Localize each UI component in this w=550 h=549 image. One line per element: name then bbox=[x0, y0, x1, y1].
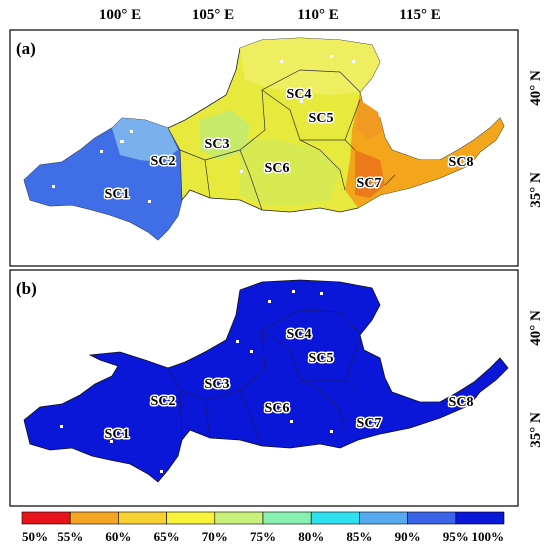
zone-sc3-cyan bbox=[200, 110, 250, 160]
region-label-sc1-b: SC1 bbox=[105, 427, 130, 442]
colorbar-swatch bbox=[262, 511, 312, 525]
lat-tick-40-a: 40° N bbox=[528, 70, 544, 106]
zone-north-yellow bbox=[240, 38, 380, 95]
zone-sc2-light bbox=[112, 118, 178, 162]
subbasin-boundaries-b bbox=[167, 309, 361, 447]
colorbar-label: 80% bbox=[298, 529, 324, 544]
data-gaps-a bbox=[52, 55, 355, 203]
region-label-sc3-b: SC3 bbox=[205, 377, 230, 392]
panel-a-label: (a) bbox=[16, 39, 36, 58]
lat-tick-35-a: 35° N bbox=[528, 172, 544, 208]
colorbar-swatch bbox=[359, 511, 408, 525]
region-label-sc4-a: SC4 bbox=[287, 87, 312, 102]
region-label-sc2-b: SC2 bbox=[151, 394, 176, 409]
region-label-sc5-b: SC5 bbox=[309, 351, 334, 366]
panel-b: (b) bbox=[9, 269, 519, 507]
colorbar-swatch bbox=[455, 511, 505, 525]
lon-tick-105: 105° E bbox=[192, 7, 234, 23]
colorbar-label: 85% bbox=[346, 529, 372, 544]
zone-sc7-deep bbox=[355, 150, 385, 198]
panel-a: (a) bbox=[9, 29, 519, 267]
colorbar-swatch bbox=[166, 511, 216, 525]
colorbar-label: 55% bbox=[57, 529, 83, 544]
colorbar-label: 60% bbox=[105, 529, 131, 544]
region-label-sc7-b: SC7 bbox=[357, 416, 382, 431]
colorbar-swatch bbox=[214, 511, 264, 525]
region-label-sc3-a: SC3 bbox=[205, 137, 230, 152]
lat-tick-35-b: 35° N bbox=[528, 412, 544, 448]
basin-shape-b bbox=[23, 279, 509, 483]
region-label-sc4-b: SC4 bbox=[287, 327, 312, 342]
zone-sc6-light bbox=[240, 140, 340, 205]
colorbar-label: 95% bbox=[443, 529, 469, 544]
colorbar-label: 70% bbox=[202, 529, 228, 544]
region-label-sc5-a: SC5 bbox=[309, 111, 334, 126]
colorbar: 50% 55% 60% 65% 70% 75% 80% 85% 90% 95% 100% bbox=[21, 511, 505, 544]
colorbar-label: 50% bbox=[22, 529, 48, 544]
lat-tick-labels: 40° N 35° N 40° N 35° N bbox=[528, 70, 544, 448]
colorbar-swatch bbox=[69, 511, 119, 525]
region-labels: SC1 SC1 SC2 SC2 SC3 SC3 SC4 SC4 SC5 SC5 SC6 SC6 SC7 S… bbox=[103, 86, 475, 444]
colorbar-swatch bbox=[310, 511, 360, 525]
colorbar-swatch bbox=[21, 511, 71, 525]
panel-b-label: (b) bbox=[16, 279, 37, 298]
colorbar-label: 75% bbox=[250, 529, 276, 544]
region-label-sc8-a: SC8 bbox=[449, 155, 474, 170]
region-label-sc1-a: SC1 bbox=[105, 187, 130, 202]
data-gaps-b bbox=[60, 290, 333, 473]
lon-tick-100: 100° E bbox=[99, 7, 141, 23]
region-label-sc6-b: SC6 bbox=[265, 401, 290, 416]
region-label-sc2-a: SC2 bbox=[151, 154, 176, 169]
zone-east-orange bbox=[345, 92, 504, 208]
colorbar-label: 90% bbox=[395, 529, 421, 544]
lat-tick-40-b: 40° N bbox=[528, 310, 544, 346]
lon-tick-labels: 100° E 105° E 110° E 115° E bbox=[99, 7, 441, 23]
region-label-sc8-b: SC8 bbox=[449, 395, 474, 410]
colorbar-swatch bbox=[118, 511, 167, 525]
colorbar-label: 65% bbox=[154, 529, 180, 544]
region-label-sc7-a: SC7 bbox=[357, 176, 382, 191]
lon-tick-110: 110° E bbox=[297, 7, 338, 23]
colorbar-swatch bbox=[407, 511, 457, 525]
zone-sc5-orange bbox=[356, 100, 382, 140]
subbasin-boundaries-a bbox=[167, 69, 396, 211]
colorbar-label: 100% bbox=[472, 529, 505, 544]
lon-tick-115: 115° E bbox=[399, 7, 440, 23]
region-label-sc6-a: SC6 bbox=[265, 161, 290, 176]
